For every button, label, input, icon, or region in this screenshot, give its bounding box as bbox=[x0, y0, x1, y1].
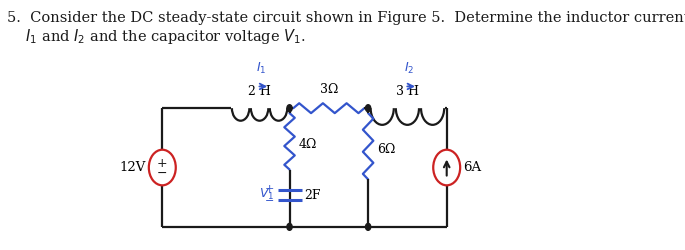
Text: 3 H: 3 H bbox=[396, 85, 419, 98]
Circle shape bbox=[433, 150, 460, 185]
Circle shape bbox=[366, 105, 371, 112]
Text: 6Ω: 6Ω bbox=[377, 143, 395, 156]
Text: 5.  Consider the DC steady-state circuit shown in Figure 5.  Determine the induc: 5. Consider the DC steady-state circuit … bbox=[7, 11, 685, 25]
Text: $\mathit{V}_1$: $\mathit{V}_1$ bbox=[260, 187, 275, 202]
Text: 2F: 2F bbox=[305, 189, 321, 202]
Text: 6A: 6A bbox=[463, 161, 482, 174]
Text: $\mathit{I}_1$: $\mathit{I}_1$ bbox=[256, 60, 266, 76]
Circle shape bbox=[366, 224, 371, 230]
Text: +: + bbox=[157, 157, 168, 170]
Text: 4Ω: 4Ω bbox=[299, 138, 317, 151]
Text: 3Ω: 3Ω bbox=[320, 83, 338, 96]
Circle shape bbox=[149, 150, 176, 185]
Text: $\mathit{I}_1$ and $\mathit{I}_2$ and the capacitor voltage $\mathit{V}_1$.: $\mathit{I}_1$ and $\mathit{I}_2$ and th… bbox=[7, 27, 306, 46]
Circle shape bbox=[287, 105, 292, 112]
Circle shape bbox=[287, 224, 292, 230]
Text: 12V: 12V bbox=[119, 161, 146, 174]
Text: −: − bbox=[265, 196, 275, 206]
Text: $\mathit{I}_2$: $\mathit{I}_2$ bbox=[403, 60, 414, 76]
Text: −: − bbox=[157, 167, 168, 180]
Text: 2 H: 2 H bbox=[248, 85, 271, 98]
Text: +: + bbox=[265, 184, 275, 194]
